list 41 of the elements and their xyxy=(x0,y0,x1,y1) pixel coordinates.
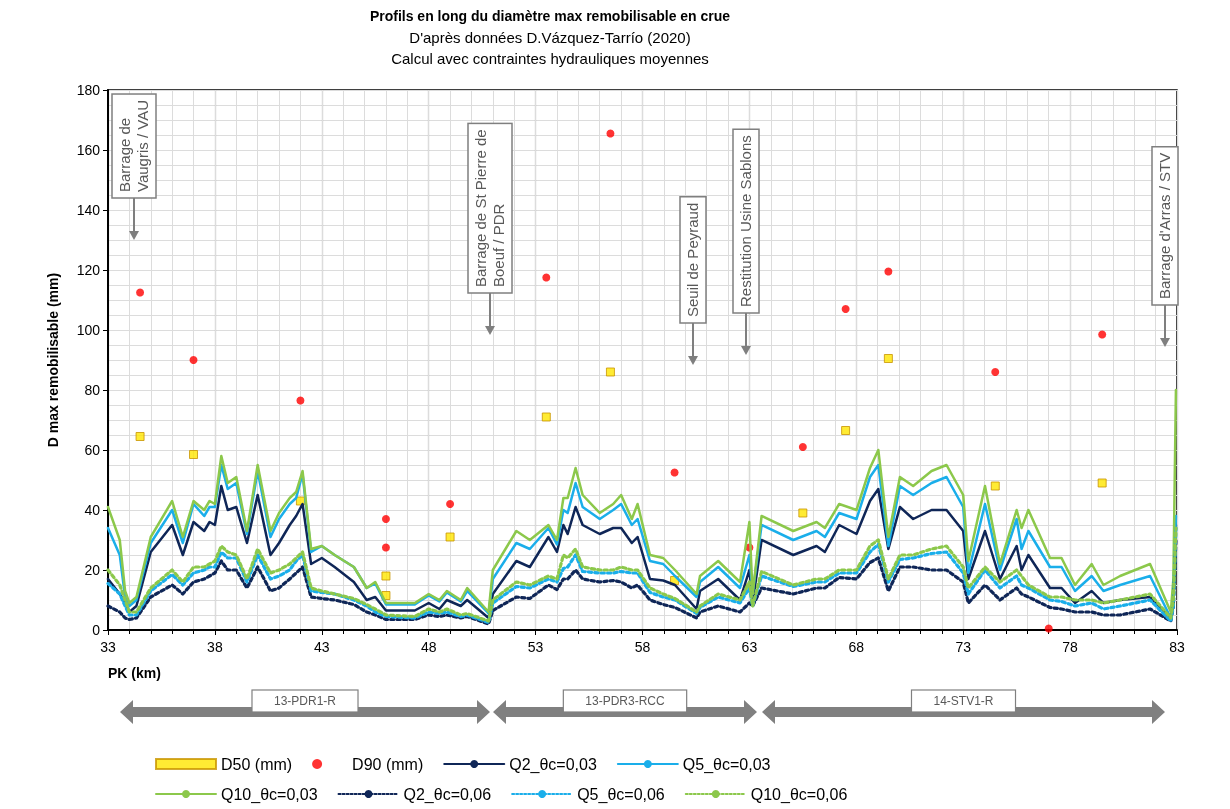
y-tick-label: 20 xyxy=(84,562,101,578)
annotation: Barrage de St Pierre de Boeuf / PDR xyxy=(472,129,507,287)
chart-title: Profils en long du diamètre max remobilisable en crue xyxy=(369,8,731,24)
annotation: Barrage d'Arras / STV xyxy=(1156,152,1173,299)
x-tick-label: 63 xyxy=(741,639,758,655)
legend-label: Q5_θc=0,06 xyxy=(577,785,665,804)
annotation: Barrage de Vaugris / VAU xyxy=(116,100,151,192)
text: 13-PDR3-RCC xyxy=(585,694,665,708)
x-tick-label: 83 xyxy=(1169,639,1185,655)
y-tick-label: 60 xyxy=(84,442,101,458)
text: 14-STV1-R xyxy=(933,694,994,708)
x-tick-label: 58 xyxy=(634,639,651,655)
x-tick-label: 48 xyxy=(420,639,437,655)
x-tick-label: 73 xyxy=(955,639,972,655)
x-tick-label: 43 xyxy=(314,639,330,655)
legend-label: Q2_θc=0,03 xyxy=(509,755,597,774)
y-tick-label: 120 xyxy=(76,262,101,278)
legend-label: Q2_θc=0,06 xyxy=(403,785,492,804)
x-tick-label: 78 xyxy=(1062,639,1079,655)
x-tick-label: 53 xyxy=(527,639,544,655)
y-tick-label: 0 xyxy=(92,622,101,638)
annotation: Restitution Usine Sablons xyxy=(737,135,754,307)
y-tick-label: 80 xyxy=(84,382,101,398)
x-tick-label: 38 xyxy=(207,639,223,655)
y-tick-label: 40 xyxy=(84,502,101,518)
legend-label: D90 (mm) xyxy=(352,755,424,773)
x-axis-title: PK (km) xyxy=(108,665,161,681)
legend-label: Q10_θc=0,06 xyxy=(750,785,848,804)
y-axis-title: D max remobilisable (mm) xyxy=(45,272,61,448)
y-tick-label: 160 xyxy=(76,142,101,158)
annotation: Seuil de Peyraud xyxy=(684,202,701,317)
x-tick-label: 68 xyxy=(848,639,865,655)
y-tick-label: 180 xyxy=(76,82,101,98)
y-tick-label: 100 xyxy=(76,322,101,338)
legend-label: D50 (mm) xyxy=(221,755,293,773)
y-tick-label: 140 xyxy=(76,202,101,218)
legend-label: Q10_θc=0,03 xyxy=(221,785,318,804)
legend-label: Q5_θc=0,03 xyxy=(682,755,771,774)
text: 13-PDR1-R xyxy=(273,694,337,708)
chart-subtitle: D'après données D.Vázquez-Tarrío (2020) Calcul avec contraintes hydrauliques moyennes xyxy=(391,29,709,67)
x-tick-label: 33 xyxy=(100,639,116,655)
